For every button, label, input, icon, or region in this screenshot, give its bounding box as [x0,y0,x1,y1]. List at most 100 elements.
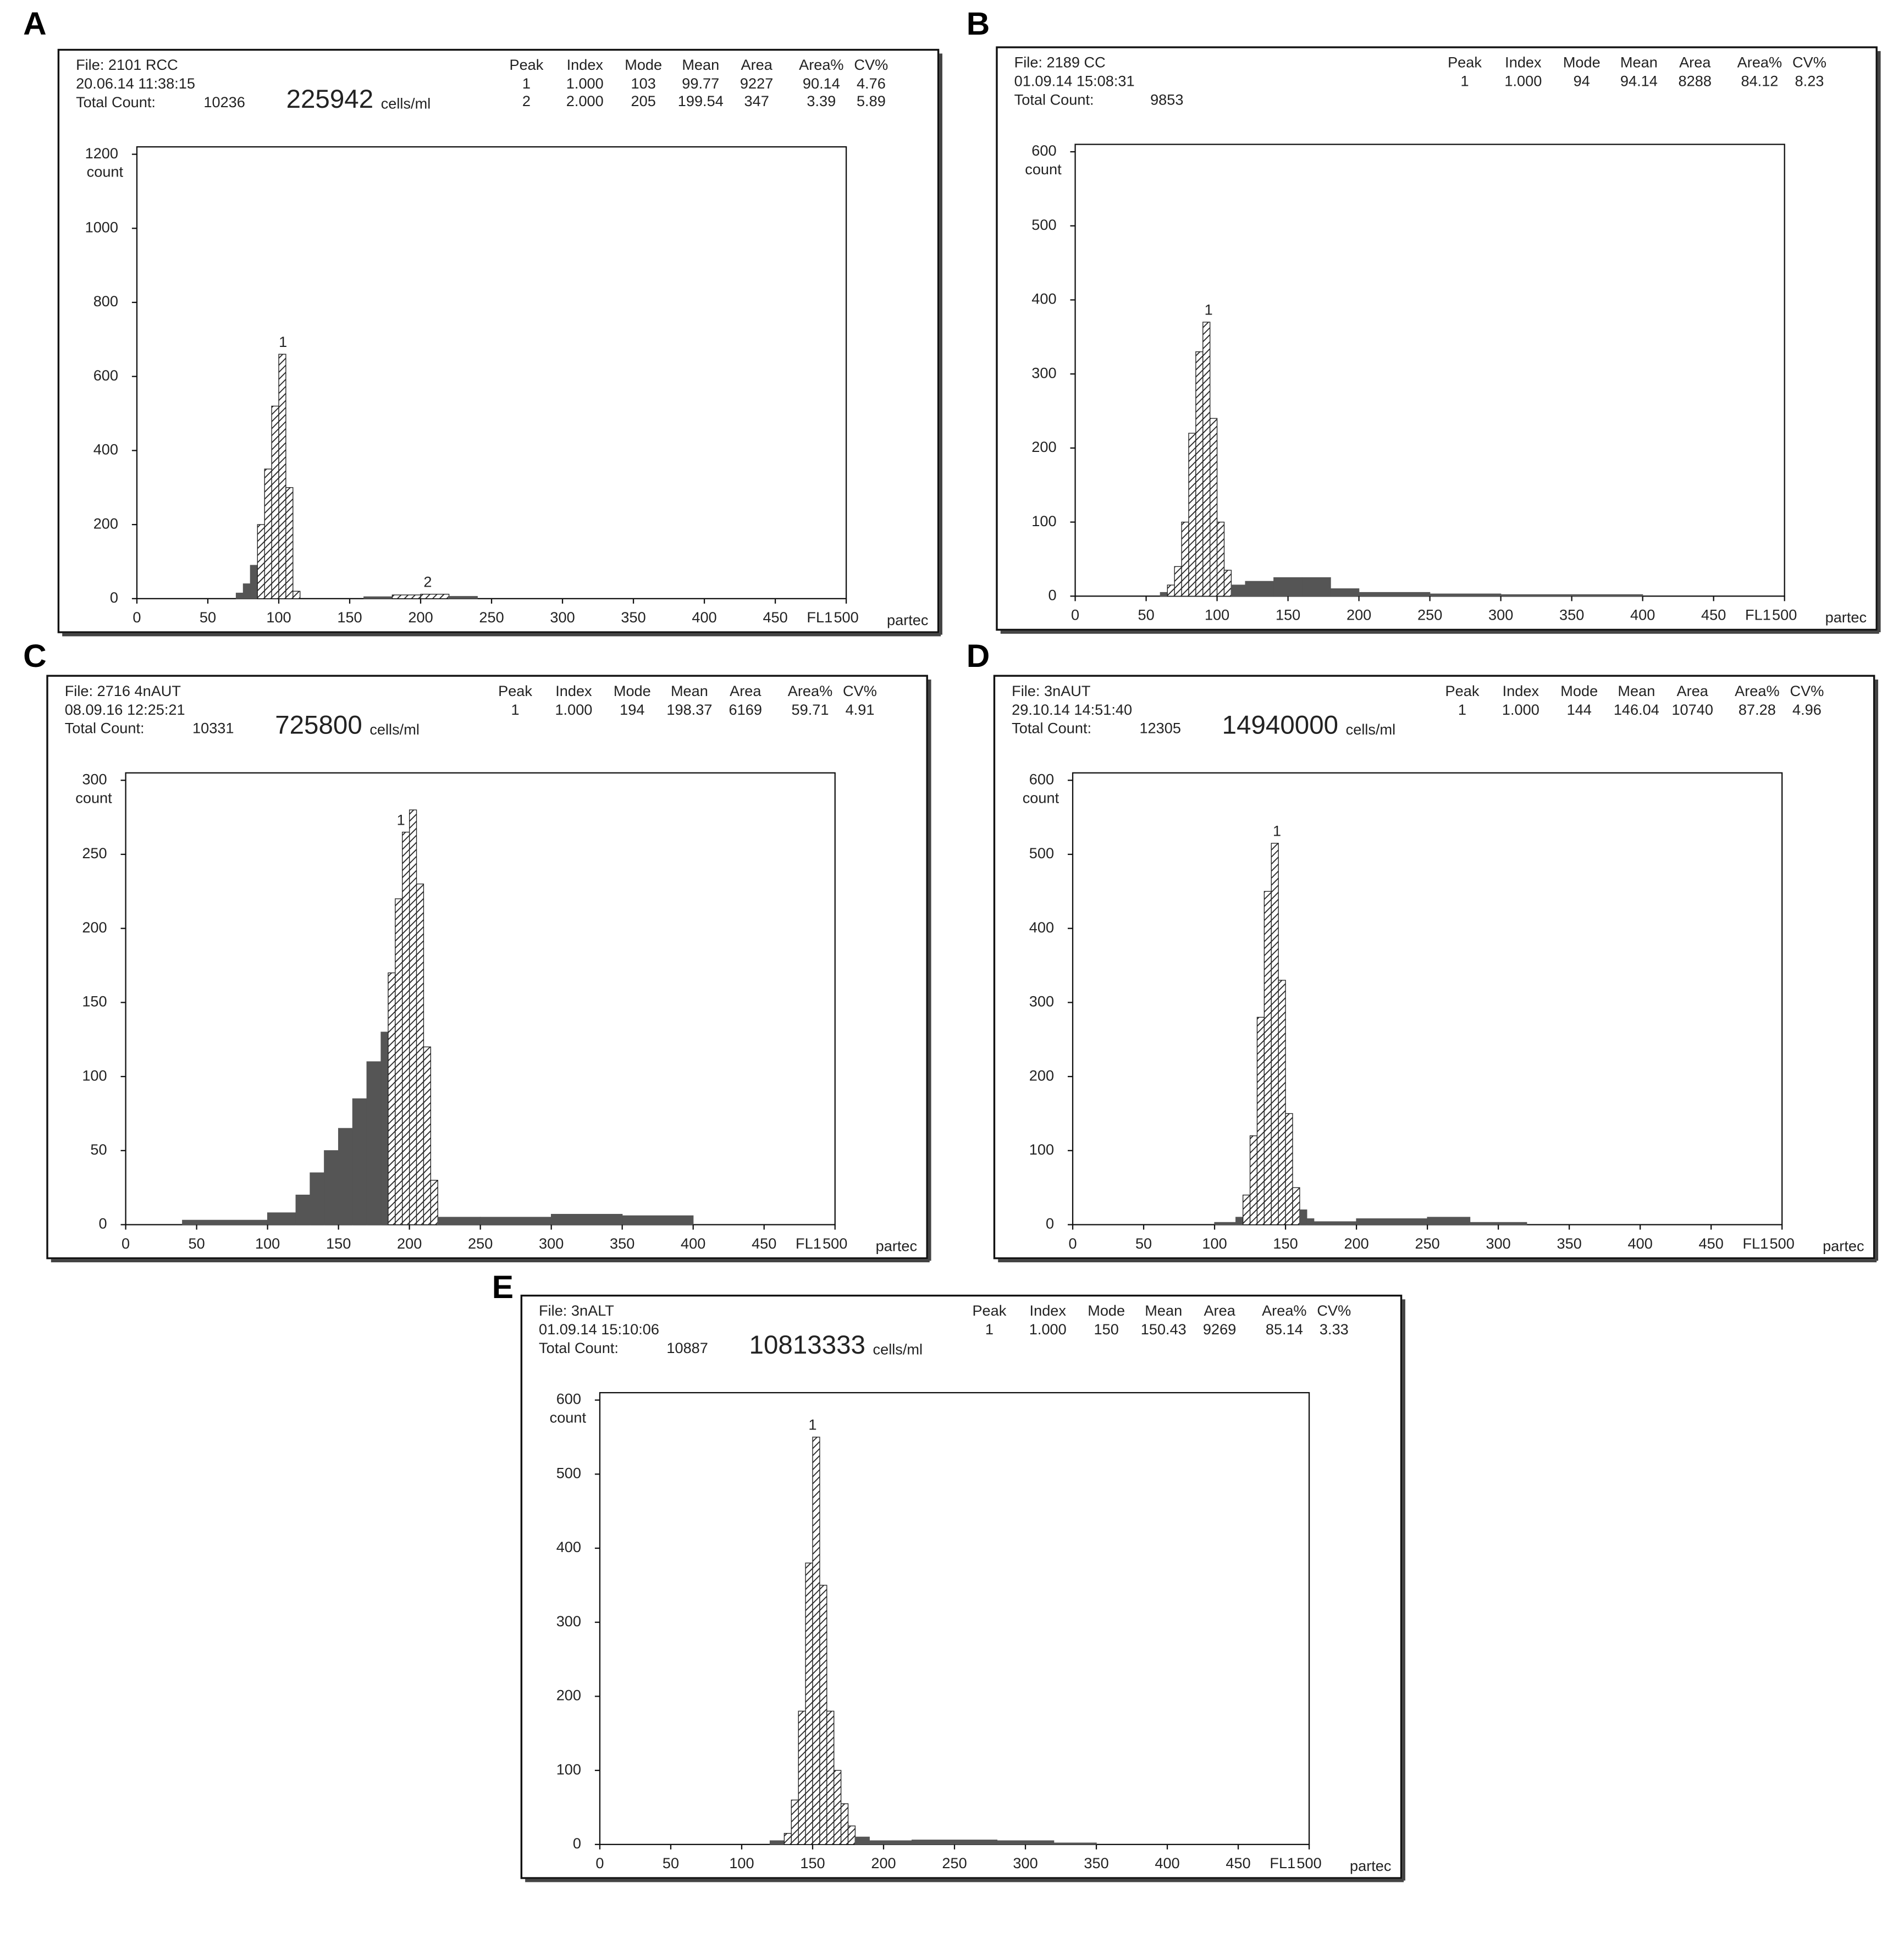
x-tick-label: 450 [1226,1854,1250,1871]
x-tick-label: 300 [1488,606,1513,623]
x-tick-label: 450 [763,609,787,626]
x-tick-label: 0 [133,609,141,626]
stats-cell: 2 [522,92,531,109]
y-tick-label: 400 [1031,290,1056,307]
brand: partec [1823,1237,1864,1254]
total-count: 10236 [203,93,245,111]
stats-cell: 5.89 [857,92,886,109]
y-tick-label: 500 [1031,216,1056,233]
histogram-bar [1210,418,1218,597]
stats-header: Mode [1563,54,1601,71]
stats-cell: 3.33 [1320,1321,1349,1338]
x-tick-label: 100 [1205,606,1229,623]
peak-label: 1 [1273,822,1281,840]
file-name: File: 2101 RCC [76,56,178,73]
y-tick-label: 100 [82,1067,107,1084]
histogram-bar [363,596,393,599]
stats-cell: 199.54 [678,92,724,109]
histogram-bar [1243,1194,1251,1225]
stats-cell: 4.91 [846,701,875,718]
x-tick-label: 300 [550,609,575,626]
stats-header: Mode [625,56,662,73]
histogram-bar [911,1840,998,1845]
histogram-bar [1469,1222,1527,1225]
stats-cell: 85.14 [1266,1321,1303,1338]
y-tick-label: 300 [1029,993,1054,1010]
histogram-bar [416,884,424,1225]
y-tick-label: 0 [1048,586,1057,603]
histogram-bar [391,594,421,599]
total-count-label: Total Count: [76,93,156,111]
x-tick-label: 150 [1273,1235,1298,1252]
stats-cell: 10740 [1671,701,1713,718]
file-name: File: 3nAUT [1012,682,1090,699]
total-count: 9853 [1150,91,1183,108]
stats-cell: 194 [620,701,644,718]
y-tick-label: 100 [1031,512,1056,529]
stats-header: Index [1503,682,1539,699]
total-count-label: Total Count: [539,1339,619,1356]
y-tick-label: 150 [82,993,107,1010]
histogram-bar [293,590,301,599]
histogram-bar [1195,351,1204,597]
histogram-bar [1160,592,1168,597]
stats-header: Area% [788,682,833,699]
stats-cell: 9227 [740,75,773,92]
histogram-bar [324,1150,339,1225]
x-tick-label: 400 [692,609,716,626]
panel-letter: C [23,638,46,674]
histogram-bar [840,1803,849,1845]
histogram-bar [182,1219,268,1225]
stats-header: Index [567,56,604,73]
x-axis-label: FL1 [796,1235,821,1252]
histogram-bar [395,898,403,1225]
panel-frame [993,675,1875,1260]
x-tick-label: 350 [610,1235,634,1252]
y-tick-label: 200 [1029,1067,1054,1084]
y-tick-label: 200 [82,919,107,936]
y-tick-label: 100 [556,1760,581,1777]
histogram-bar [338,1128,354,1225]
peak-label: 2 [423,573,432,590]
stats-header: Mode [1560,682,1598,699]
x-tick-label: 350 [1084,1854,1108,1871]
concentration-unit: cells/ml [369,721,420,738]
x-tick-label: 250 [479,609,504,626]
y-tick-label: 1000 [85,218,118,235]
y-axis-label: count [1025,161,1062,178]
stats-cell: 99.77 [682,75,719,92]
histogram-bar [1285,1113,1293,1225]
y-tick-label: 300 [1031,364,1056,381]
stats-cell: 103 [631,75,656,92]
concentration: 14940000 [1222,711,1338,740]
y-tick-label: 400 [1029,919,1054,936]
y-tick-label: 300 [82,770,107,787]
panel-frame [520,1294,1403,1879]
stats-header: Mode [614,682,651,699]
file-name: File: 3nALT [539,1302,614,1319]
x-tick-label: 450 [1701,606,1726,623]
histogram-bar [812,1437,820,1845]
x-tick-label: 0 [1068,1235,1077,1252]
stats-cell: 84.12 [1741,73,1778,90]
stats-cell: 1.000 [1029,1321,1067,1338]
histogram-bar [257,524,265,599]
stats-cell: 2.000 [566,92,604,109]
y-tick-label: 200 [93,515,118,532]
stats-header: Peak [509,56,543,73]
stats-cell: 144 [1567,701,1592,718]
y-tick-label: 600 [1029,770,1054,787]
y-tick-label: 0 [99,1215,107,1232]
stats-cell: 6169 [729,701,762,718]
x-tick-label: 500 [1772,606,1797,623]
y-tick-label: 200 [556,1687,581,1704]
stats-header: Area [1677,682,1709,699]
histogram-bar [1235,1217,1244,1225]
stats-header: Area [730,682,761,699]
total-count-label: Total Count: [1012,720,1091,737]
histogram-bar [551,1213,623,1225]
x-tick-label: 100 [266,609,291,626]
x-axis-label: FL1 [1745,606,1771,623]
